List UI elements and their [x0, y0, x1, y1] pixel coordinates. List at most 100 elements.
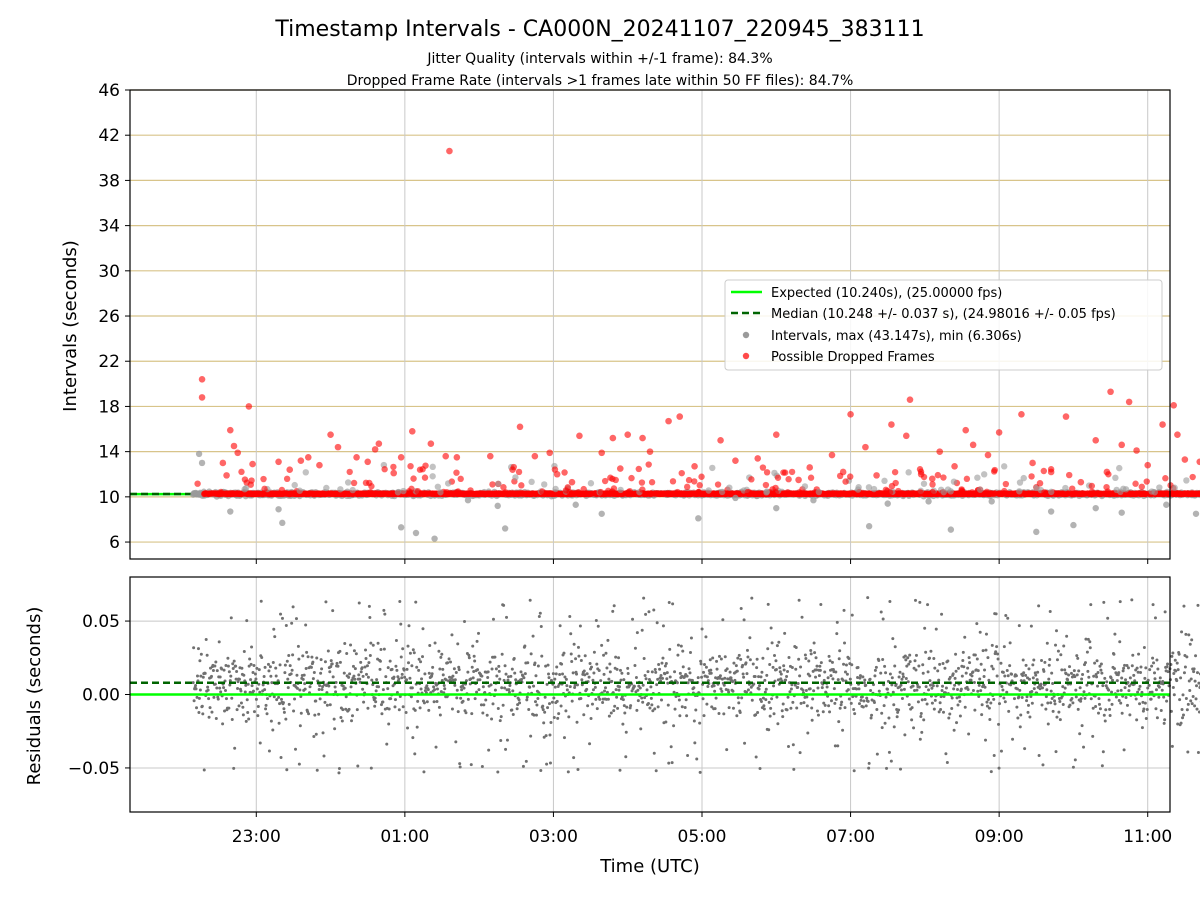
intervals-ytick-label: 38 [98, 171, 120, 191]
residual-point [498, 719, 502, 723]
dropped-point [888, 421, 895, 428]
residual-point [341, 708, 345, 712]
interval-point [541, 481, 548, 488]
residual-point [393, 705, 397, 709]
residual-point [486, 670, 490, 674]
residual-point [491, 617, 495, 621]
residual-point [688, 671, 692, 675]
residual-point [331, 675, 335, 679]
dropped-point [1028, 473, 1035, 480]
residual-point [362, 700, 366, 704]
residual-point [499, 738, 503, 742]
residual-point [315, 656, 319, 660]
interval-point [920, 480, 928, 487]
residual-point [545, 762, 549, 766]
residual-point [318, 684, 322, 688]
interval-point [1151, 489, 1158, 496]
residual-point [314, 732, 318, 736]
interval-point [394, 489, 402, 496]
residual-point [602, 672, 606, 676]
residual-point [685, 674, 689, 678]
residual-point [621, 698, 625, 702]
residual-point [668, 675, 672, 679]
dropped-point [1001, 487, 1008, 495]
dropped-point [1002, 480, 1010, 488]
residual-point [498, 677, 502, 681]
residual-point [256, 705, 260, 709]
residual-point [582, 669, 586, 673]
residual-point [250, 684, 254, 688]
residual-point [229, 616, 233, 620]
residual-point [688, 651, 692, 655]
residual-point [306, 655, 310, 659]
residual-point [481, 711, 485, 715]
residual-point [673, 670, 677, 674]
residual-point [599, 679, 603, 683]
residual-point [232, 766, 236, 770]
dropped-point [934, 471, 942, 479]
interval-point [528, 478, 535, 486]
residual-point [505, 738, 509, 742]
residual-point [658, 667, 662, 671]
residual-point [450, 633, 454, 637]
residual-point [223, 689, 227, 693]
residual-point [357, 673, 361, 677]
residual-point [607, 714, 611, 718]
residual-point [379, 647, 383, 651]
residual-point [383, 612, 387, 616]
dropped-point [995, 429, 1003, 436]
residual-point [509, 674, 513, 678]
dropped-point [427, 440, 435, 448]
residual-point [578, 624, 582, 628]
interval-point [801, 483, 809, 490]
residual-point [283, 671, 287, 675]
interval-point [412, 529, 420, 537]
interval-point [501, 525, 509, 532]
dropped-point [316, 461, 323, 469]
residual-point [382, 608, 386, 612]
residual-point [513, 671, 517, 675]
residual-point [623, 711, 627, 715]
residual-point [231, 667, 235, 671]
residual-point [594, 697, 598, 701]
residual-point [604, 686, 608, 690]
residual-point [639, 727, 643, 731]
residual-point [407, 624, 411, 628]
residual-point [577, 654, 581, 658]
residual-point [413, 752, 417, 756]
residual-point [246, 710, 250, 714]
residual-point [650, 670, 654, 674]
dropped-point [638, 479, 646, 486]
residual-point [399, 655, 403, 659]
residual-point [236, 686, 240, 690]
residual-point [541, 704, 545, 708]
dropped-point [457, 475, 464, 483]
residual-point [381, 688, 385, 692]
interval-point [434, 483, 442, 490]
residual-point [539, 624, 543, 628]
residual-point [432, 685, 436, 689]
residual-point [425, 684, 429, 688]
residual-point [607, 677, 611, 681]
residual-point [666, 681, 670, 685]
intervals-ytick-label: 18 [98, 397, 120, 417]
dropped-point [194, 480, 201, 487]
residual-point [398, 600, 402, 604]
residual-point [275, 698, 279, 702]
residual-point [528, 598, 532, 602]
residual-point [478, 678, 482, 682]
interval-point [870, 485, 878, 493]
residual-point [661, 624, 665, 628]
dropped-point [327, 431, 334, 438]
residual-point [611, 609, 615, 613]
dropped-point [489, 481, 496, 488]
interval-point [865, 523, 873, 530]
residual-point [230, 696, 234, 700]
dropped-point [238, 468, 245, 476]
residual-point [307, 712, 311, 716]
residual-point [629, 704, 633, 708]
residual-point [510, 667, 514, 671]
dropped-point [397, 453, 405, 461]
residual-point [280, 616, 284, 620]
residual-point [527, 707, 531, 711]
